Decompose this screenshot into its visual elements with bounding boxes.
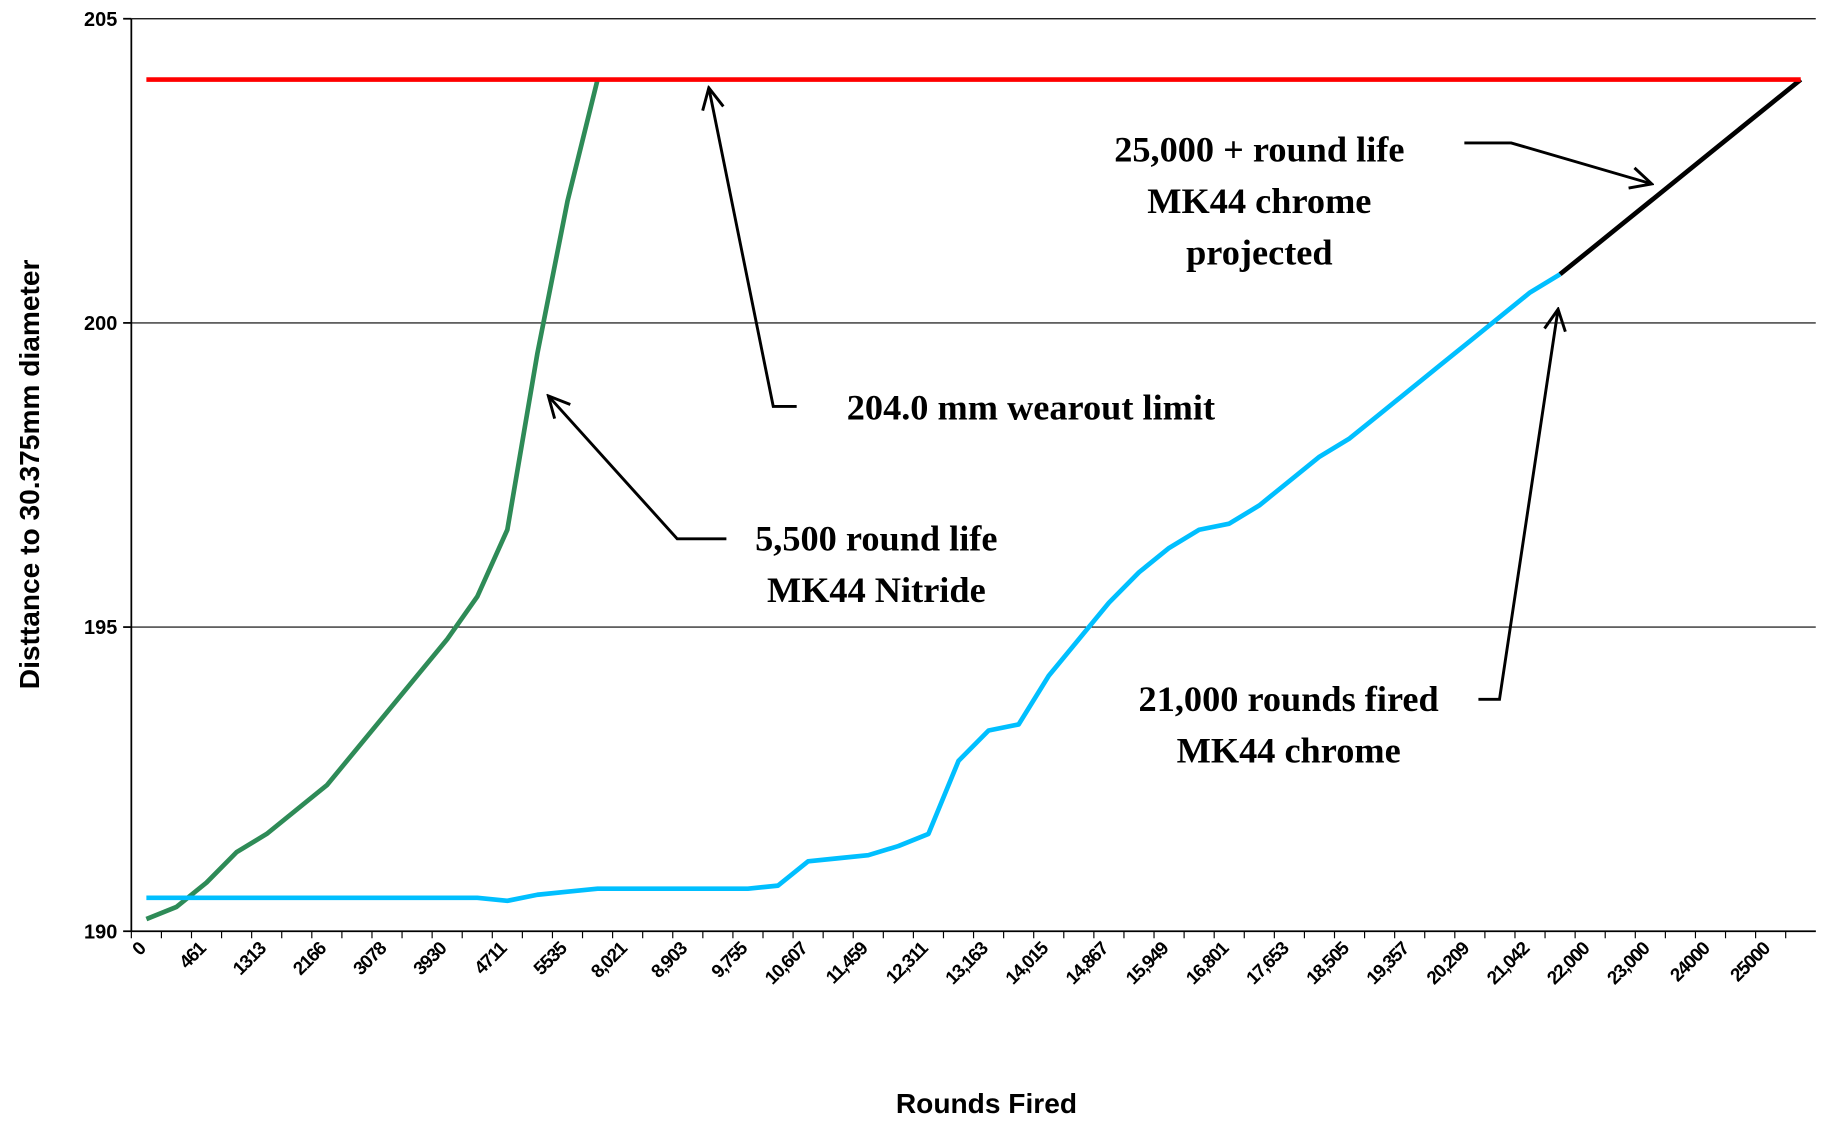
x-tick-label: 1313	[229, 937, 271, 979]
x-tick-label: 23,000	[1603, 937, 1654, 988]
annotation: 21,000 rounds fired	[1139, 679, 1439, 719]
x-tick-label: 14,867	[1061, 937, 1112, 988]
x-tick-label: 22,000	[1543, 937, 1594, 988]
y-tick-label: 205	[84, 9, 117, 31]
series-line	[146, 272, 1562, 904]
x-tick-label: 3930	[409, 937, 451, 979]
grid	[131, 18, 1816, 932]
x-tick-label: 10,607	[761, 937, 812, 988]
x-tick-label: 20,209	[1422, 937, 1473, 988]
annotation: 204.0 mm wearout limit	[847, 387, 1215, 427]
x-tick-label: 3078	[349, 937, 391, 979]
x-tick-label: 5535	[529, 937, 571, 979]
x-tick-label: 16,801	[1182, 937, 1233, 988]
annotation: MK44 chrome	[1177, 731, 1401, 771]
y-tick-label: 195	[84, 617, 117, 639]
annotation: MK44 Nitride	[767, 570, 986, 610]
x-tick-label: 24000	[1666, 937, 1714, 985]
annotation: MK44 chrome	[1147, 181, 1371, 221]
x-tick-label: 461	[175, 937, 210, 972]
x-tick-label: 11,459	[821, 937, 871, 987]
series-line	[145, 79, 600, 922]
x-tick-label: 25000	[1726, 937, 1774, 985]
arrow	[1464, 141, 1651, 184]
x-tick-label: 19,357	[1362, 937, 1413, 988]
x-tick-label: 18,505	[1302, 937, 1353, 988]
annotation: projected	[1186, 233, 1332, 273]
x-tick-label: 8,903	[647, 937, 691, 981]
x-tick-label: 0	[128, 937, 150, 959]
y-axis-label: Disttance to 30.375mm diameter	[14, 260, 45, 690]
x-tick-label: 13,163	[941, 937, 992, 988]
annotation: 5,500 round life	[755, 519, 997, 559]
x-tick-label: 14,015	[1001, 937, 1052, 988]
annotation: 25,000 + round life	[1114, 130, 1404, 170]
arrow	[548, 396, 727, 541]
x-tick-label: 21,042	[1482, 937, 1533, 988]
x-axis-label: Rounds Fired	[896, 1088, 1077, 1119]
x-tick-label: 4711	[470, 937, 511, 978]
arrow	[709, 88, 797, 408]
x-tick-label: 8,021	[587, 937, 631, 981]
x-tick-label: 17,653	[1242, 937, 1293, 988]
y-tick-label: 200	[84, 313, 117, 335]
x-tick-label: 2166	[289, 937, 331, 979]
y-tick-label: 190	[84, 921, 117, 943]
series-line	[1558, 77, 1803, 277]
arrow	[1478, 309, 1558, 701]
x-tick-label: 15,949	[1121, 937, 1172, 988]
series	[145, 77, 1803, 922]
x-tick-label: 9,755	[707, 937, 751, 981]
x-tick-label: 12,311	[882, 937, 932, 987]
